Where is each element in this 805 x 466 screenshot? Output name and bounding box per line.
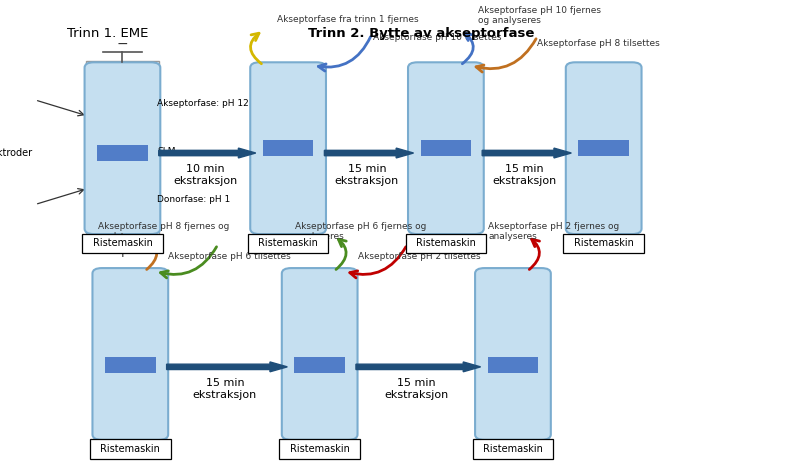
FancyBboxPatch shape — [250, 62, 326, 234]
FancyBboxPatch shape — [566, 62, 642, 234]
FancyArrow shape — [324, 148, 414, 158]
Bar — [263, 140, 313, 156]
Text: Ristemaskin: Ristemaskin — [290, 444, 349, 454]
FancyArrow shape — [167, 362, 287, 372]
Bar — [421, 140, 471, 156]
Text: Trinn 2. Bytte av akseptorfase: Trinn 2. Bytte av akseptorfase — [308, 27, 535, 41]
Text: −: − — [117, 37, 128, 51]
Text: Akseptorfase pH 2 fjernes og
analyseres: Akseptorfase pH 2 fjernes og analyseres — [489, 222, 620, 241]
FancyBboxPatch shape — [473, 439, 553, 459]
FancyArrow shape — [482, 148, 572, 158]
Text: 15 min
ekstraksjon: 15 min ekstraksjon — [193, 378, 257, 400]
FancyBboxPatch shape — [86, 62, 159, 235]
Text: Ristemaskin: Ristemaskin — [101, 444, 160, 454]
FancyBboxPatch shape — [82, 233, 163, 254]
Text: Akseptorfase pH 2 tilsettes: Akseptorfase pH 2 tilsettes — [357, 252, 480, 261]
FancyBboxPatch shape — [279, 439, 360, 459]
Text: Akseptorfase pH 8 tilsettes: Akseptorfase pH 8 tilsettes — [538, 39, 660, 48]
FancyBboxPatch shape — [85, 62, 160, 234]
Text: Ristemaskin: Ristemaskin — [574, 239, 634, 248]
FancyArrow shape — [356, 362, 481, 372]
FancyBboxPatch shape — [408, 62, 484, 234]
Text: Ristemaskin: Ristemaskin — [416, 239, 476, 248]
FancyBboxPatch shape — [475, 268, 551, 440]
Text: Ristemaskin: Ristemaskin — [483, 444, 543, 454]
FancyBboxPatch shape — [564, 233, 644, 254]
Bar — [97, 145, 147, 161]
Bar — [295, 357, 345, 373]
Text: Akseptorfase pH 8 fjernes og
analyseres: Akseptorfase pH 8 fjernes og analyseres — [98, 222, 229, 241]
Text: Ristemaskin: Ristemaskin — [93, 239, 152, 248]
FancyBboxPatch shape — [248, 233, 328, 254]
Text: Trinn 1. EME: Trinn 1. EME — [68, 27, 149, 41]
Text: Akseptorfase pH 6 tilsettes: Akseptorfase pH 6 tilsettes — [168, 252, 291, 261]
FancyBboxPatch shape — [93, 268, 168, 440]
Text: Donorfase: pH 1: Donorfase: pH 1 — [157, 195, 230, 204]
Text: +: + — [117, 246, 128, 260]
FancyArrow shape — [159, 148, 256, 158]
Text: Elektroder: Elektroder — [0, 148, 32, 158]
Bar — [579, 140, 629, 156]
Bar — [488, 357, 539, 373]
FancyBboxPatch shape — [90, 439, 171, 459]
Text: Akseptorfase fra trinn 1 fjernes: Akseptorfase fra trinn 1 fjernes — [277, 15, 419, 24]
Text: Akseptorfase pH 10 fjernes
og analyseres: Akseptorfase pH 10 fjernes og analyseres — [478, 6, 601, 25]
Bar — [105, 357, 155, 373]
FancyBboxPatch shape — [282, 268, 357, 440]
Text: Ristemaskin: Ristemaskin — [258, 239, 318, 248]
Text: 10 min
ekstraksjon: 10 min ekstraksjon — [173, 164, 237, 186]
Text: 15 min
ekstraksjon: 15 min ekstraksjon — [493, 164, 557, 186]
Text: 15 min
ekstraksjon: 15 min ekstraksjon — [335, 164, 399, 186]
FancyBboxPatch shape — [406, 233, 486, 254]
Text: Akseptorfase: pH 12: Akseptorfase: pH 12 — [157, 99, 249, 108]
Text: Akseptorfase pH 10 tilsettes: Akseptorfase pH 10 tilsettes — [374, 33, 502, 42]
Text: SLM: SLM — [157, 147, 175, 156]
Text: Akseptorfase pH 6 fjernes og
analyseres: Akseptorfase pH 6 fjernes og analyseres — [295, 222, 427, 241]
Text: 15 min
ekstraksjon: 15 min ekstraksjon — [384, 378, 448, 400]
